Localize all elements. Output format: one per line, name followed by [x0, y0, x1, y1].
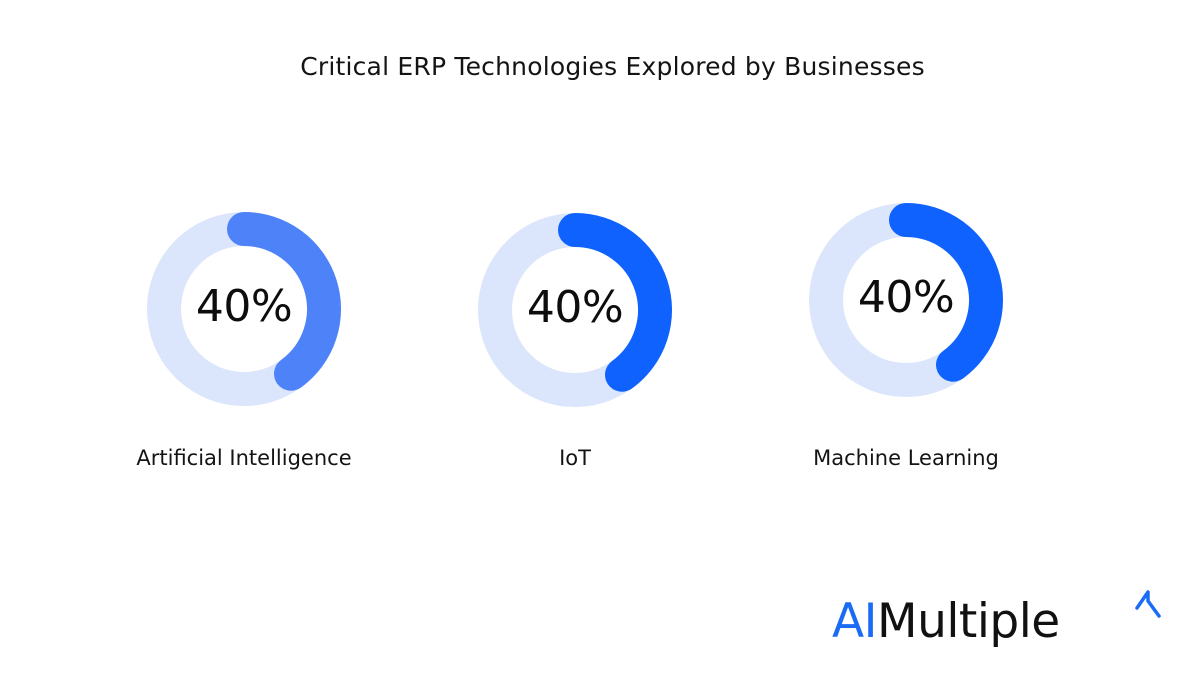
donut-svg [478, 213, 672, 407]
logo-mark-icon [1135, 590, 1161, 618]
logo-wordmark: AIMultiple [832, 594, 1060, 649]
donut-svg [809, 203, 1003, 397]
donut-svg [147, 212, 341, 406]
donut-value-label: 40% [857, 272, 955, 323]
donut-chart: 40% [792, 186, 1020, 414]
donut-value-arc [227, 212, 341, 391]
donut-value-arc [558, 213, 672, 392]
logo-multiple-text: Multiple [877, 594, 1060, 649]
donut-value-label: 40% [195, 281, 293, 332]
donut-chart: 40% [130, 195, 358, 423]
aimultiple-logo: AIMultiple [832, 588, 1162, 660]
donut-value-label: 40% [526, 282, 624, 333]
donut-category-label: Machine Learning [813, 446, 999, 470]
donut-category-label: IoT [559, 446, 591, 470]
donut-category-label: Artificial Intelligence [136, 446, 352, 470]
logo-ai-text: AI [832, 594, 878, 649]
chart-title: Critical ERP Technologies Explored by Bu… [300, 52, 925, 81]
donut-chart: 40% [461, 196, 689, 424]
donut-value-arc [889, 203, 1003, 382]
